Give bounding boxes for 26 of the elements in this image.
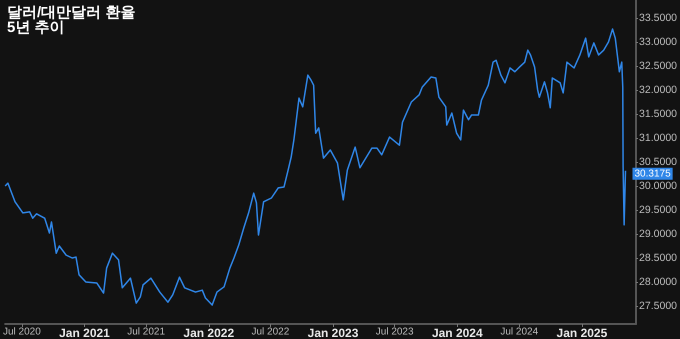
- data-label: 30.3175: [634, 168, 672, 180]
- y-tick-label: 27.5000: [639, 300, 678, 312]
- x-tick-label: Jan 2022: [183, 326, 234, 339]
- y-tick-label: 33.5000: [639, 12, 678, 24]
- x-tick-label: Jul 2023: [376, 326, 414, 338]
- x-tick-label: Jan 2025: [556, 326, 608, 339]
- y-tick-label: 30.0000: [639, 180, 678, 192]
- y-tick-label: 30.5000: [639, 156, 678, 168]
- y-tick-label: 32.0000: [639, 84, 678, 96]
- y-tick-label: 32.5000: [639, 60, 678, 72]
- x-tick-label: Jul 2021: [127, 326, 166, 338]
- y-tick-label: 33.0000: [639, 36, 678, 48]
- x-tick-label: Jan 2021: [59, 326, 110, 339]
- y-tick-label: 28.5000: [639, 252, 678, 264]
- y-tick-label: 29.5000: [639, 204, 678, 216]
- x-tick-label: Jul 2024: [500, 326, 539, 338]
- x-tick-label: Jul 2020: [2, 326, 42, 338]
- x-tick-label: Jan 2023: [308, 326, 359, 339]
- chart-title: 달러/대만달러 환율: [7, 4, 136, 21]
- text: 5년 추이: [7, 19, 65, 36]
- y-tick-label: 29.0000: [639, 228, 678, 240]
- x-tick-label: Jul 2022: [251, 326, 290, 338]
- y-tick-label: 28.0000: [639, 276, 678, 288]
- x-tick-label: Jan 2024: [432, 326, 483, 339]
- y-tick-label: 31.0000: [639, 132, 678, 144]
- y-tick-label: 31.5000: [639, 108, 678, 120]
